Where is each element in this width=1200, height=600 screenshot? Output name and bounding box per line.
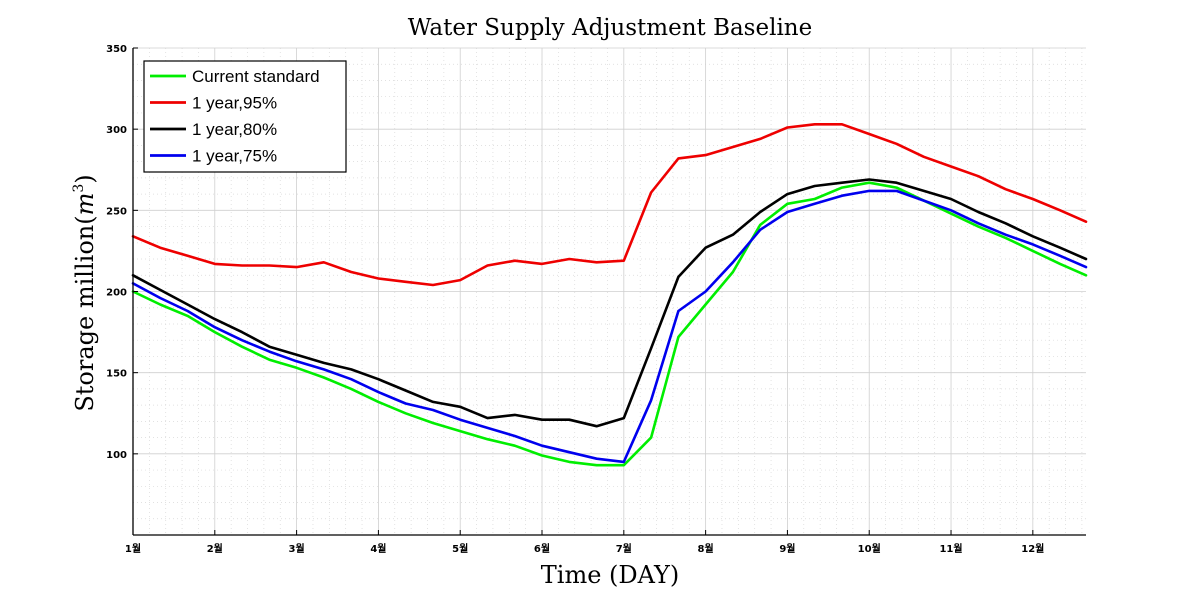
x-axis-label: Time (DAY) — [541, 561, 679, 589]
legend: Current standard 1 year,95% 1 year,80% 1 ye… — [143, 60, 347, 173]
y-tick-label: 200 — [106, 288, 127, 299]
x-tick-label: 8월 — [698, 543, 714, 555]
axes — [132, 47, 1086, 536]
x-tick-label: 6월 — [534, 543, 550, 555]
x-tick-labels: 1월 2월 3월 4월 5월 6월 7월 8월 9월 10월 11월 12월 — [125, 543, 1044, 555]
y-tick-label: 350 — [106, 44, 127, 55]
y-axis-label-unit: m — [71, 193, 99, 216]
series-line-1-year-80 — [131, 178, 1088, 428]
series-line-1-year-75 — [131, 189, 1088, 464]
x-tick-label: 9월 — [779, 543, 795, 555]
y-tick-labels: 100 150 200 250 300 350 — [106, 44, 127, 461]
y-axis-label-exponent: 3 — [71, 184, 87, 193]
series-line-1-year-95 — [131, 123, 1088, 287]
x-tick-label: 10월 — [858, 543, 881, 555]
x-tick-label: 5월 — [452, 543, 468, 555]
legend-label: 1 year,75% — [192, 147, 277, 166]
x-tick-label: 1월 — [125, 543, 141, 555]
x-tick-label: 4월 — [370, 543, 386, 555]
legend-label: Current standard — [192, 67, 320, 86]
y-tick-label: 150 — [106, 369, 127, 380]
y-tick-label: 250 — [106, 206, 127, 217]
y-tick-label: 100 — [106, 450, 127, 461]
x-tick-label: 2월 — [207, 543, 223, 555]
legend-label: 1 year,80% — [192, 120, 277, 139]
y-axis-label-main: Storage million — [71, 225, 99, 412]
legend-label: 1 year,95% — [192, 94, 277, 113]
x-tick-label: 12월 — [1021, 543, 1044, 555]
y-axis-label: Storage million(m3) — [71, 174, 99, 411]
y-tick-label: 300 — [106, 125, 127, 136]
x-tick-label: 11월 — [939, 543, 962, 555]
chart-title: Water Supply Adjustment Baseline — [408, 15, 812, 41]
x-tick-label: 7월 — [616, 543, 632, 555]
legend-box — [143, 60, 347, 173]
x-tick-label: 3월 — [289, 543, 305, 555]
series-lines — [131, 123, 1088, 467]
